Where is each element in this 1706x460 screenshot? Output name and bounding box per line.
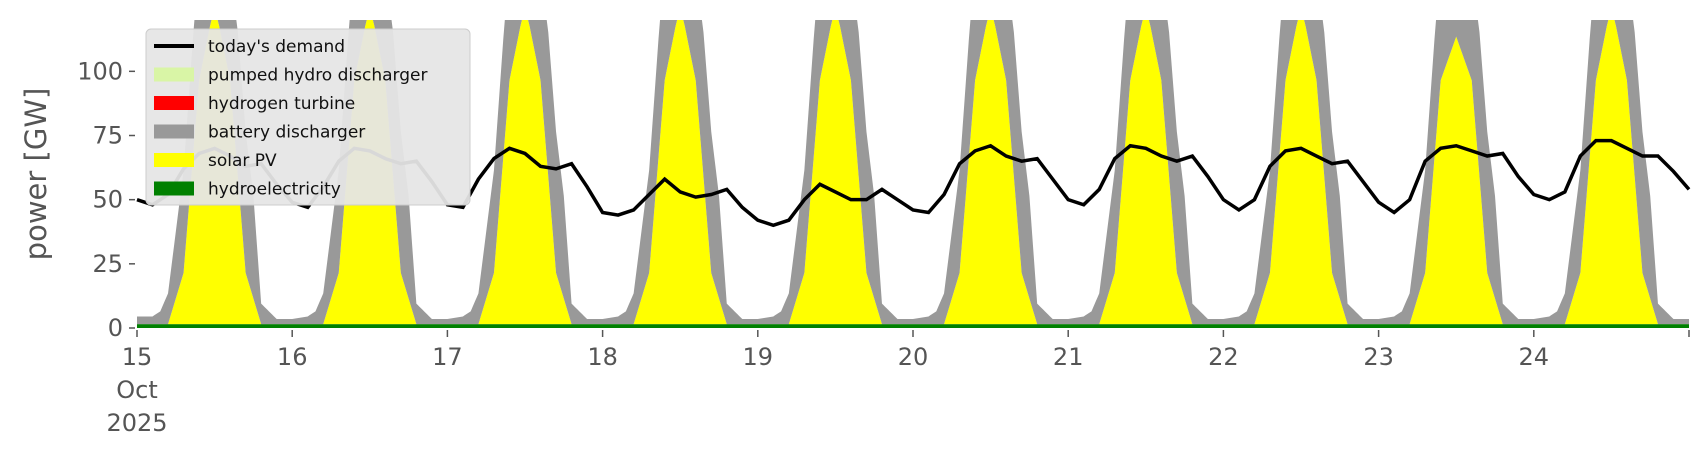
x-tick-label: 21: [1053, 343, 1084, 371]
y-axis-title: power [GW]: [19, 88, 53, 261]
x-tick-label: 22: [1208, 343, 1239, 371]
area-hydroelectricity: [137, 324, 1689, 328]
x-tick-label: Oct: [116, 376, 158, 404]
y-tick-label: 0: [108, 314, 123, 342]
x-tick-label: 15: [122, 343, 153, 371]
legend-label-hydrogen-turbine: hydrogen turbine: [208, 94, 355, 114]
y-tick-label: 75: [92, 122, 123, 150]
y-tick-label: 100: [77, 57, 123, 85]
legend-box: [145, 28, 471, 206]
y-tick-label: 50: [92, 186, 123, 214]
legend: today's demand pumped hydro discharger hyd…: [145, 28, 471, 206]
legend-swatch-solar-pv: [154, 153, 194, 167]
area-solar-pv: [137, 20, 1689, 325]
x-tick-label: 20: [898, 343, 929, 371]
x-tick-label: 24: [1519, 343, 1550, 371]
legend-label-hydroelectricity: hydroelectricity: [208, 180, 341, 200]
axes: 0 25 50 75 100 15 Oct 2025 16 17 18 19 20 21 22 23 24: [77, 57, 1690, 437]
legend-swatch-battery-discharger: [154, 124, 194, 139]
x-tick-label: 23: [1363, 343, 1394, 371]
y-tick-label: 25: [92, 250, 123, 278]
legend-swatch-pumped-hydro-discharger: [154, 67, 194, 82]
baseline-gap: [137, 328, 1689, 330]
x-tick-label: 18: [587, 343, 618, 371]
legend-swatch-hydrogen-turbine: [154, 96, 194, 110]
x-tick-label: 16: [277, 343, 308, 371]
legend-label-battery-discharger: battery discharger: [208, 123, 365, 143]
legend-label-solar-pv: solar PV: [208, 151, 277, 171]
legend-label-pumped-hydro-discharger: pumped hydro discharger: [208, 66, 427, 86]
x-tick-label: 17: [432, 343, 463, 371]
x-tick-label: 19: [743, 343, 774, 371]
legend-swatch-hydroelectricity: [154, 181, 194, 196]
legend-label-today-s-demand: today's demand: [208, 37, 345, 57]
x-tick-label: 2025: [106, 409, 167, 437]
stacked-areas: [137, 20, 1689, 330]
